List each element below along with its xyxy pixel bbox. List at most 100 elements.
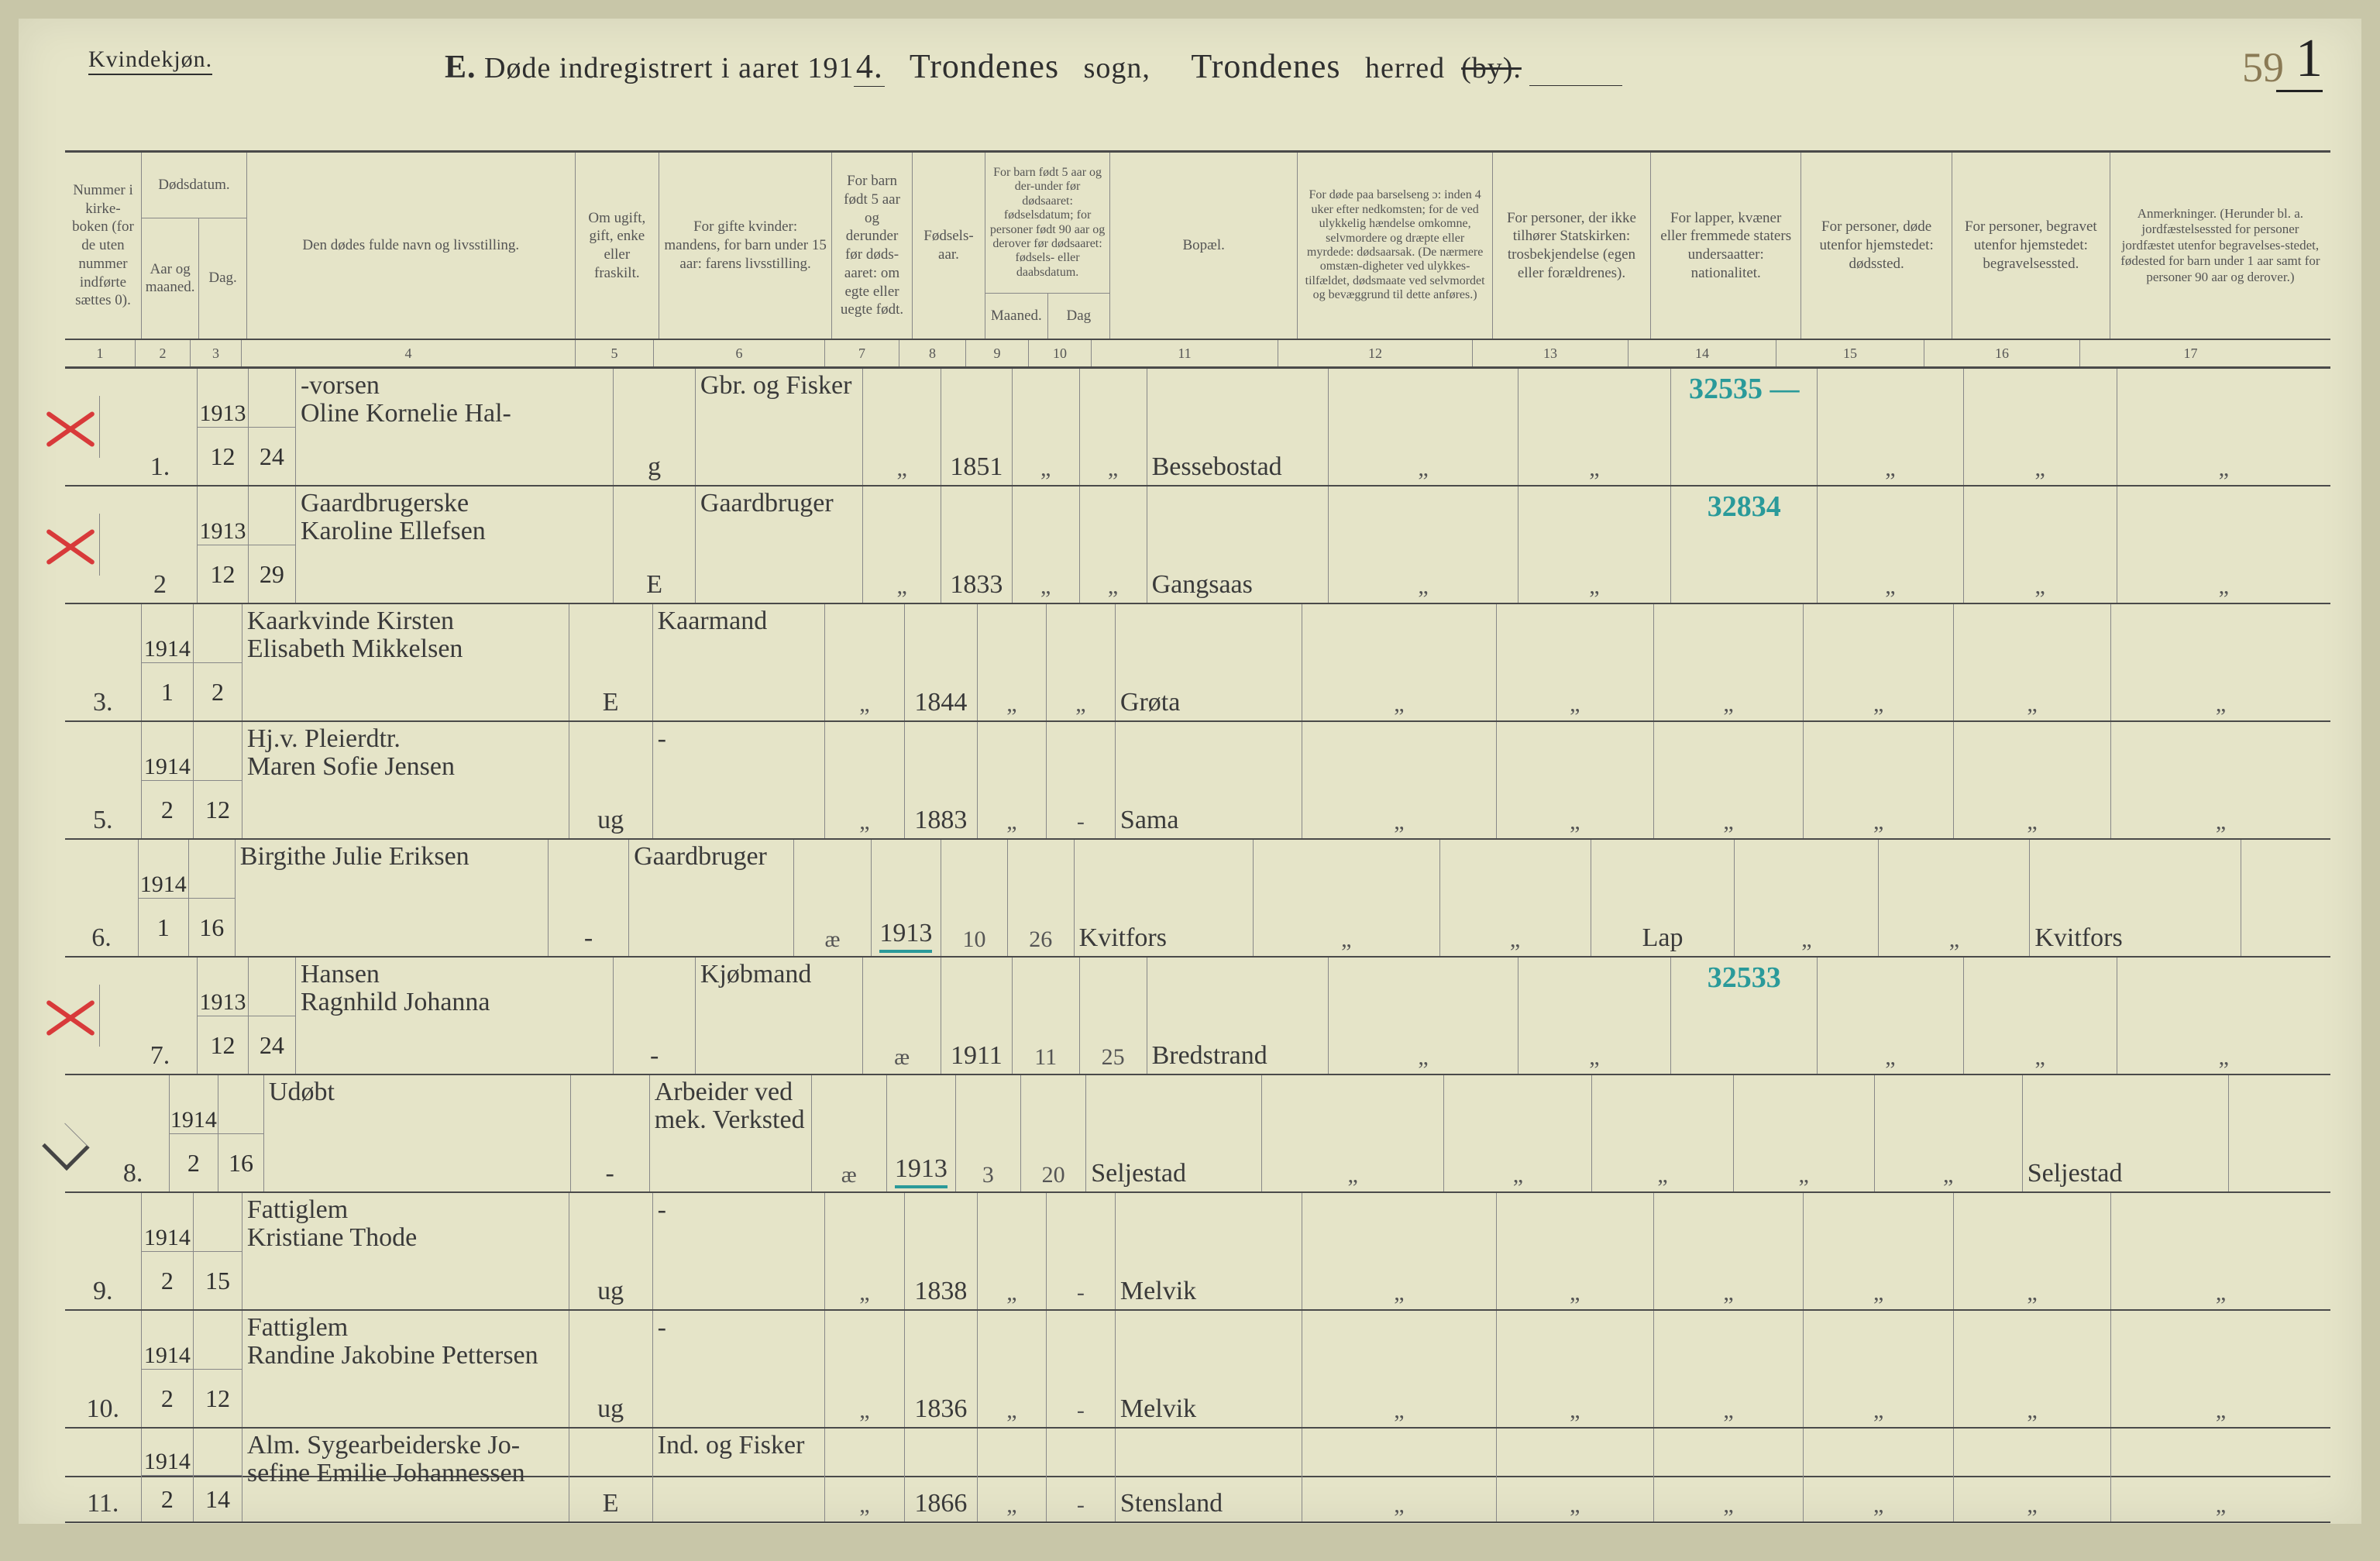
cell-occ-main: Kaarmand xyxy=(658,607,768,635)
cell-year: 1914 xyxy=(142,722,194,780)
cell-occupation: Kaarmand xyxy=(653,604,825,720)
cell-faith: „ xyxy=(1518,487,1672,603)
cell-nationality: 32834 xyxy=(1671,487,1818,603)
cell-name-main: Karoline Ellefsen xyxy=(301,517,486,545)
cell-birth-day: - xyxy=(1047,1193,1116,1309)
table-row: 11.19142 14Alm. Sygearbeiderske Jo-sefin… xyxy=(65,1429,2330,1523)
cell-year-month: 19141 xyxy=(142,604,194,720)
cell-death-place: „ xyxy=(1804,1311,1954,1427)
cell-birth-day: - xyxy=(1047,722,1116,838)
cell-place: Sama xyxy=(1116,722,1302,838)
cell-number: 7. xyxy=(123,958,198,1074)
cell-occ-main: Ind. og Fisker xyxy=(658,1432,805,1460)
cell-month: 12 xyxy=(198,545,248,603)
cell-name: FattiglemKristiane Thode xyxy=(242,1193,569,1309)
cell-occ-main: Kjøbmand xyxy=(700,961,812,989)
cell-teal-note: 32535 — xyxy=(1689,372,1800,406)
colnum: 17 xyxy=(2080,340,2301,366)
colnum: 6 xyxy=(654,340,825,366)
cell-year: 1913 xyxy=(198,958,248,1016)
cell-name-main: Maren Sofie Jensen xyxy=(247,753,455,781)
cell-name: -vorsenOline Kornelie Hal- xyxy=(296,369,614,485)
cell-legitimacy: „ xyxy=(825,1311,905,1427)
colnum: 1 xyxy=(65,340,136,366)
cell-number: 8. xyxy=(98,1075,170,1191)
cell-birth-year: 1883 xyxy=(905,722,978,838)
cell-number: 2 xyxy=(123,487,198,603)
cell-year: 1914 xyxy=(142,1193,194,1251)
cell-day: 12 xyxy=(194,1369,242,1428)
cell-occ-main: - xyxy=(658,1314,666,1342)
cell-teal-note: 32834 xyxy=(1708,490,1781,524)
cell-occ-main: mek. Verksted xyxy=(655,1106,805,1134)
cell-birth-year: 1836 xyxy=(905,1311,978,1427)
colnum: 15 xyxy=(1776,340,1924,366)
cell-year-month: 191312 xyxy=(198,487,249,603)
cell-occ-main: Gbr. og Fisker xyxy=(700,372,852,400)
colhdr-1: Nummer i kirke-boken (for de uten nummer… xyxy=(65,153,142,339)
cell-day: 16 xyxy=(218,1133,263,1192)
cell-day-wrap: 12 xyxy=(194,1311,242,1427)
cell-legitimacy: æ xyxy=(794,840,871,956)
cell-number: 1. xyxy=(123,369,198,485)
cell-death-place: „ xyxy=(1818,487,1964,603)
cell-name-main: sefine Emilie Johannessen xyxy=(247,1460,525,1487)
red-x-mark xyxy=(42,396,100,458)
cell-burial-place: „ xyxy=(1875,1075,2023,1191)
cell-place: Melvik xyxy=(1116,1193,1302,1309)
cell-remarks: „ xyxy=(2117,958,2330,1074)
cell-name-top: Kaarkvinde Kirsten xyxy=(247,607,454,635)
cell-birth-year: 1851 xyxy=(941,369,1013,485)
cell-day: 14 xyxy=(194,1475,242,1522)
cell-burial-place: „ xyxy=(1954,722,2111,838)
cell-name-main: Kristiane Thode xyxy=(247,1224,417,1252)
cell-day-wrap: 29 xyxy=(249,487,296,603)
cell-legitimacy: æ xyxy=(812,1075,888,1191)
year-suffix: 4. xyxy=(854,46,885,87)
corner-mark: 1 xyxy=(2276,28,2323,92)
tick-mark xyxy=(42,1123,89,1171)
table-row: 5.19142 12Hj.v. Pleierdtr.Maren Sofie Je… xyxy=(65,722,2330,840)
cell-name: Hj.v. Pleierdtr.Maren Sofie Jensen xyxy=(242,722,569,838)
cell-faith: „ xyxy=(1518,958,1672,1074)
cell-year: 1913 xyxy=(198,369,248,427)
cell-birth-month: „ xyxy=(978,1311,1047,1427)
cell-birth-month: „ xyxy=(978,1429,1047,1521)
cell-name: Birgithe Julie Eriksen xyxy=(236,840,549,956)
cell-day: 16 xyxy=(189,898,235,957)
cell-nationality: Lap xyxy=(1591,840,1735,956)
cell-occupation: Gaardbruger xyxy=(696,487,863,603)
cell-status: ug xyxy=(569,722,653,838)
cell-remarks: „ xyxy=(2111,1429,2330,1521)
cell-death-place: „ xyxy=(1734,1075,1875,1191)
colnum: 5 xyxy=(576,340,654,366)
cell-nationality: „ xyxy=(1654,722,1804,838)
cell-birth-month: „ xyxy=(1013,487,1080,603)
colnum: 14 xyxy=(1629,340,1776,366)
cell-number: 3. xyxy=(65,604,142,720)
cell-birth-year: 1866 xyxy=(905,1429,978,1521)
cell-faith: „ xyxy=(1518,369,1672,485)
cell-status: E xyxy=(614,487,695,603)
cell-year-month: 19142 xyxy=(142,1429,194,1521)
cell-legitimacy: „ xyxy=(825,1429,905,1521)
cell-cause: „ xyxy=(1254,840,1440,956)
cell-day-wrap: 16 xyxy=(189,840,236,956)
colhdr-7: For barn født 5 aar og derunder før døds… xyxy=(832,153,913,339)
cell-cause: „ xyxy=(1329,487,1518,603)
cell-status: g xyxy=(614,369,695,485)
colhdr-9-10-top: For barn født 5 aar og der-under før død… xyxy=(985,153,1109,294)
cell-name-top: -vorsen xyxy=(301,372,380,400)
cell-birth-value: 1913 xyxy=(879,919,932,953)
cell-number: 5. xyxy=(65,722,142,838)
cell-birth-value: 1913 xyxy=(895,1154,948,1188)
cell-month: 12 xyxy=(198,1016,248,1074)
title-line: E. Døde indregistrert i aaret 1914. Tron… xyxy=(445,46,1622,87)
colhdr-11: Bopæl. xyxy=(1110,153,1298,339)
column-numbers: 1 2 3 4 5 6 7 8 9 10 11 12 13 14 15 16 1… xyxy=(65,340,2330,369)
cell-month: 2 xyxy=(142,780,194,839)
cell-remarks: „ xyxy=(2111,1193,2330,1309)
cell-death-place: „ xyxy=(1818,369,1964,485)
cell-day-wrap: 2 xyxy=(194,604,242,720)
cell-faith: „ xyxy=(1497,1311,1654,1427)
